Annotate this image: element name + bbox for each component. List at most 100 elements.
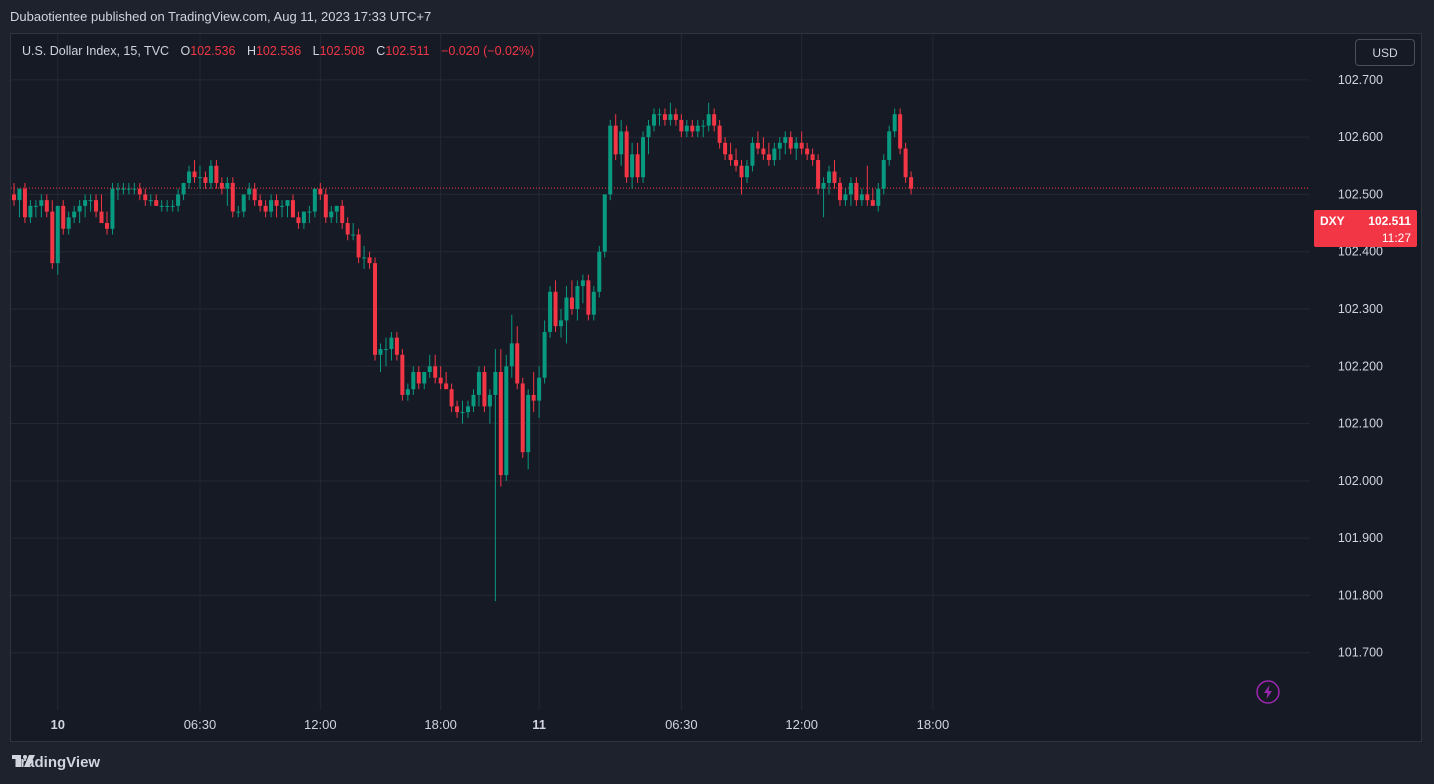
candle <box>444 372 449 390</box>
close-value: 102.511 <box>385 44 430 58</box>
candle-body <box>351 234 356 236</box>
candle <box>673 108 678 126</box>
candle <box>312 188 317 218</box>
candle <box>44 194 49 218</box>
candle <box>208 160 213 189</box>
candle <box>548 286 553 338</box>
candle-body <box>805 148 810 155</box>
candle <box>214 160 219 189</box>
candle-body <box>755 142 760 149</box>
candle-body <box>569 297 574 309</box>
candle <box>318 182 323 201</box>
candle <box>455 400 460 418</box>
lightning-icon[interactable] <box>1256 680 1280 704</box>
candle-body <box>301 211 306 224</box>
candle-body <box>383 349 388 351</box>
candle-body <box>695 125 700 132</box>
candle-body <box>356 234 361 258</box>
candle <box>269 194 274 218</box>
candle <box>121 182 126 195</box>
price-tick-label: 102.200 <box>1338 359 1383 373</box>
candle-body <box>159 205 164 207</box>
candle-body <box>72 211 77 218</box>
candle <box>154 194 159 206</box>
candle <box>903 142 908 183</box>
candle <box>482 366 487 413</box>
chart-frame[interactable] <box>10 33 1422 742</box>
candle-body <box>816 160 821 189</box>
candle-body <box>22 188 27 218</box>
candle <box>263 200 268 218</box>
candle-body <box>208 165 213 183</box>
candle <box>66 211 71 235</box>
candle <box>783 131 788 155</box>
candle-body <box>892 114 897 132</box>
candle <box>651 108 656 132</box>
candle-body <box>898 114 903 149</box>
candle <box>307 205 312 224</box>
candle <box>892 108 897 138</box>
time-tick-label: 10 <box>51 717 65 732</box>
candle-body <box>761 148 766 155</box>
candle <box>280 200 285 218</box>
candle <box>630 142 635 189</box>
close-label: C <box>376 44 386 58</box>
candle <box>362 245 367 269</box>
candle <box>411 366 416 395</box>
candle-body <box>679 119 684 132</box>
candle-body <box>121 188 126 190</box>
time-tick-label: 18:00 <box>917 717 950 732</box>
candle <box>400 349 405 401</box>
candle <box>416 366 421 390</box>
candle-body <box>132 188 137 190</box>
candle <box>258 194 263 212</box>
price-tag-countdown: 11:27 <box>1381 231 1411 245</box>
candle <box>170 200 175 212</box>
candle-body <box>537 377 542 401</box>
candle <box>641 131 646 183</box>
candle-body <box>580 280 585 287</box>
candle <box>608 119 613 201</box>
symbol-title[interactable]: U.S. Dollar Index, 15, TVC <box>22 44 170 58</box>
candle <box>132 182 137 195</box>
candle <box>816 154 821 195</box>
candle-body <box>548 291 553 332</box>
candle-body <box>378 349 383 355</box>
currency-button[interactable]: USD <box>1355 39 1415 66</box>
candle-body <box>690 125 695 132</box>
candle <box>761 137 766 161</box>
candle <box>110 182 115 235</box>
candle <box>859 188 864 206</box>
candle <box>405 383 410 401</box>
price-axis: 101.700 101.800 101.900 102.000 102.100 102.2… <box>1338 73 1383 660</box>
candle-body <box>334 205 339 212</box>
candle-body <box>493 372 498 395</box>
candle <box>706 102 711 132</box>
candle <box>334 205 339 224</box>
candle-body <box>602 194 607 252</box>
candle-body <box>717 125 722 143</box>
candle <box>373 257 378 361</box>
candle <box>843 188 848 206</box>
candle <box>148 194 153 206</box>
candle <box>493 349 498 602</box>
price-tag-price: 102.511 <box>1368 214 1411 228</box>
footer-brand[interactable]: TradingView <box>12 754 100 771</box>
candle-body <box>252 188 257 201</box>
candle-body <box>296 217 301 224</box>
candle <box>827 165 832 195</box>
candle-body <box>170 205 175 207</box>
candle <box>88 194 93 212</box>
candle <box>17 188 22 218</box>
price-tick-label: 102.300 <box>1338 302 1383 316</box>
candle-body <box>438 377 443 384</box>
candle-body <box>881 160 886 189</box>
candle-body <box>843 194 848 201</box>
candle-body <box>723 142 728 155</box>
candle <box>881 154 886 195</box>
candle-body <box>794 142 799 149</box>
candle <box>33 200 38 218</box>
low-value: 102.508 <box>319 44 365 58</box>
candle <box>449 383 454 413</box>
